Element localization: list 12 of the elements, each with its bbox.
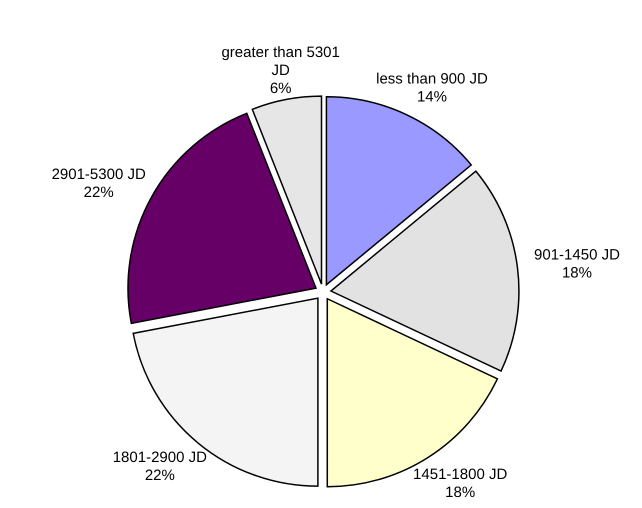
data-label: 14% [416,88,448,106]
slice-label: less than 900 JD [376,70,488,88]
slice-label: 2901-5300 JD [52,166,146,184]
slice-label: 901-1450 JD [534,246,620,264]
data-label: 22% [144,467,175,484]
data-label: 18% [562,264,592,282]
data-label: 22% [84,184,114,202]
slice-label: 1801-2900 JD [112,449,208,466]
slice-label: greater than 5301 JD [221,44,340,80]
data-label: 6% [270,80,292,98]
data-label: 18% [445,484,476,501]
slice-label: 1451-1800 JD [413,466,508,483]
